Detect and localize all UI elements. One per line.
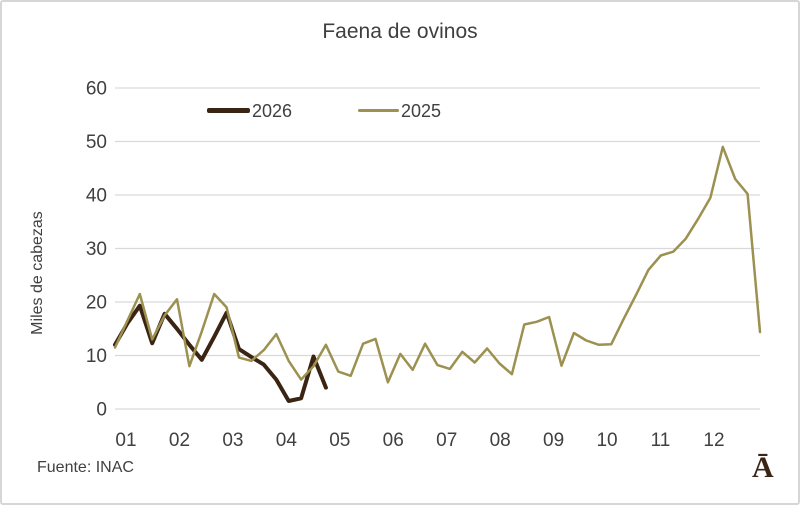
x-tick-label: 01: [115, 430, 136, 451]
x-tick-label: 07: [436, 430, 457, 451]
legend-item-2026: 2026: [207, 100, 293, 121]
y-tick-label: 50: [86, 132, 107, 153]
chart-title: Faena de ovinos: [322, 20, 478, 43]
x-tick-label: 02: [169, 430, 190, 451]
y-axis-title: Miles de cabezas: [29, 211, 46, 335]
legend-item-2025: 2025: [358, 100, 442, 121]
x-tick-label: 03: [222, 430, 243, 451]
series-line-2026: [113, 303, 328, 403]
legend-swatch-2026: [207, 108, 250, 113]
x-tick-label: 06: [383, 430, 404, 451]
y-tick-label: 30: [86, 239, 107, 260]
watermark-letter: Ā: [752, 451, 774, 484]
x-tick-label: 11: [651, 430, 671, 451]
x-tick-label: 10: [596, 430, 617, 451]
legend-swatch-2025: [358, 109, 399, 112]
y-tick-label: 10: [86, 346, 107, 367]
y-tick-label: 60: [86, 79, 107, 100]
x-tick-label: 09: [543, 430, 564, 451]
x-tick-label: 12: [703, 430, 724, 451]
x-tick-label: 04: [276, 430, 298, 451]
legend-label-2026: 2026: [252, 100, 293, 121]
y-tick-label: 40: [86, 186, 107, 207]
y-tick-label: 0: [96, 400, 107, 421]
y-tick-label: 20: [86, 293, 107, 314]
source-note: Fuente: INAC: [37, 459, 134, 476]
x-tick-label: 05: [329, 430, 350, 451]
series-line-2025: [113, 145, 762, 384]
x-tick-label: 08: [490, 430, 511, 451]
legend-label-2025: 2025: [401, 100, 442, 121]
